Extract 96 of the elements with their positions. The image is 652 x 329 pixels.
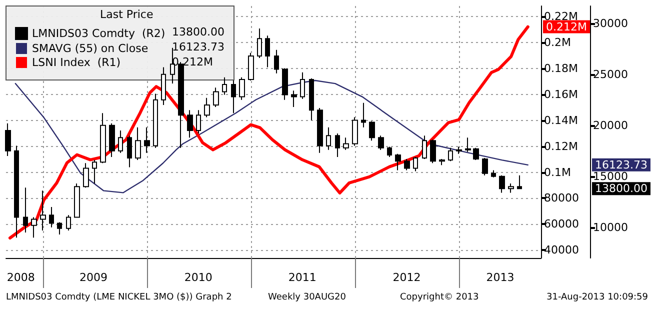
candlestick — [109, 122, 115, 158]
candlestick — [343, 137, 349, 150]
candlestick — [222, 76, 227, 96]
candlestick — [491, 170, 496, 178]
candlestick — [387, 146, 392, 158]
candlestick — [31, 216, 37, 238]
text: Copyright© 2013 — [400, 292, 479, 302]
x-tick-label: 2012 — [392, 271, 421, 284]
candlestick — [231, 80, 236, 114]
annotation: 16123.73 — [172, 40, 224, 54]
annotation: 0.212M — [172, 56, 213, 68]
x-tick-label: 2010 — [184, 271, 212, 284]
candlestick — [213, 87, 219, 108]
x-tick-label: 2011 — [288, 271, 316, 284]
text: LMNIDS03 Comdty (LME NICKEL 3MO ($)) Graph 2 — [6, 292, 232, 302]
candlestick — [161, 66, 166, 106]
candlestick — [335, 133, 340, 158]
candlestick — [153, 93, 158, 148]
candlestick — [317, 108, 323, 154]
candlestick — [187, 110, 193, 138]
candlestick — [144, 126, 150, 154]
candlestick — [5, 122, 11, 156]
candlestick — [239, 76, 245, 100]
text: 16123.73 — [595, 158, 648, 172]
y2-tick-label: 10000 — [593, 220, 628, 234]
candlestick — [83, 162, 89, 188]
y2-tick-label: 30000 — [593, 16, 628, 30]
y-tick-label: 0.16M — [544, 88, 578, 101]
candlestick — [100, 112, 106, 164]
text: 31-Aug-2013 10:09:59 — [546, 292, 648, 302]
legend-label: SMAVG (55) on Close — [32, 42, 148, 55]
candlestick — [517, 174, 522, 190]
candlestick — [413, 156, 418, 172]
candlestick — [456, 146, 462, 154]
legend-label: LMNIDS03 Comdty (R2) — [32, 27, 166, 40]
candlestick — [170, 47, 175, 84]
candlestick — [404, 158, 410, 171]
y2-tick-label: 25000 — [593, 68, 628, 81]
candlestick — [127, 135, 132, 168]
candlestick — [66, 214, 71, 231]
y-tick-label: 0.14M — [544, 114, 578, 127]
x-tick-label: 2013 — [486, 271, 514, 284]
candlestick — [204, 97, 210, 118]
annotation: 13800.00 — [172, 26, 224, 38]
candlestick — [482, 158, 488, 176]
candlestick — [448, 147, 453, 162]
candlestick — [257, 28, 262, 59]
y-tick-label: 60000 — [544, 218, 579, 231]
y-tick-label: 0.22M — [544, 10, 578, 23]
y-tick-label: 80000 — [544, 192, 579, 205]
candlestick — [274, 49, 279, 74]
candlestick — [395, 153, 401, 171]
y-tick-label: 40000 — [544, 244, 579, 257]
candlestick — [439, 158, 445, 166]
text: Weekly 30AUG20 — [268, 292, 346, 302]
candlestick — [326, 126, 331, 150]
candlestick — [74, 183, 80, 218]
legend-title: Last Price — [100, 8, 154, 21]
candlestick — [92, 160, 97, 184]
candlestick — [248, 52, 254, 81]
candlestick — [282, 68, 288, 100]
text: 0.212M — [546, 20, 587, 34]
candlestick — [196, 110, 201, 134]
candlestick — [361, 102, 366, 128]
y2-tick-label: 20000 — [593, 118, 628, 132]
candlestick — [352, 116, 358, 146]
x-tick-label: 2009 — [80, 271, 108, 284]
y2-tick-label: 15000 — [593, 170, 628, 183]
candlestick — [378, 135, 384, 150]
candlestick — [49, 206, 54, 228]
candlestick — [265, 35, 270, 68]
candlestick — [118, 130, 123, 154]
candlestick — [309, 78, 314, 121]
candlestick — [14, 145, 19, 238]
candlestick — [135, 126, 141, 161]
line-series — [14, 80, 528, 194]
candlestick — [465, 137, 471, 152]
legend-label: LSNI Index (R1) — [32, 56, 121, 69]
candlestick — [57, 222, 62, 236]
candlestick — [422, 135, 427, 160]
candlestick — [369, 120, 375, 142]
candlestick — [430, 139, 436, 164]
candlestick — [499, 174, 505, 194]
line-series — [8, 25, 530, 240]
y-tick-label: 0.1M — [544, 166, 571, 179]
candlestick — [40, 190, 46, 231]
y-tick-label: 0.12M — [544, 140, 578, 153]
text: 13800.00 — [595, 182, 648, 196]
y-tick-label: 0.2M — [544, 36, 571, 49]
candlestick — [291, 90, 297, 108]
candlestick — [300, 72, 305, 100]
candlestick — [23, 187, 28, 233]
x-tick-label: 2008 — [6, 271, 35, 284]
candlestick — [508, 183, 514, 194]
y-tick-label: 0.18M — [544, 62, 578, 75]
candlestick — [473, 147, 479, 161]
